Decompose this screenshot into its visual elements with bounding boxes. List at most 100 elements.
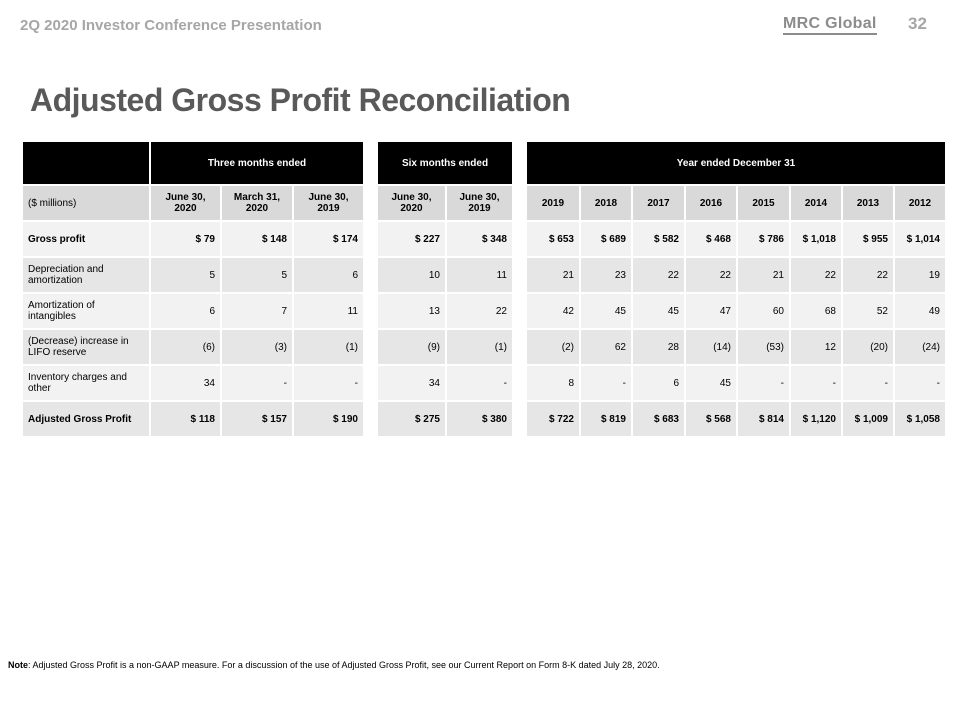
cell: $ 653 [525, 220, 581, 258]
column-header: March 31, 2020 [220, 184, 294, 222]
cell: $ 582 [631, 220, 686, 258]
cell: $ 157 [220, 400, 294, 438]
cell: - [893, 364, 947, 402]
row-label: Adjusted Gross Profit [21, 400, 151, 438]
cell: $ 568 [684, 400, 738, 438]
cell: - [220, 364, 294, 402]
cell: 6 [149, 292, 222, 330]
cell: 23 [579, 256, 633, 294]
page-number: 32 [908, 14, 927, 33]
group-header: Three months ended [149, 140, 365, 186]
cell: 21 [525, 256, 581, 294]
cell: - [445, 364, 514, 402]
cell: 8 [525, 364, 581, 402]
cell: 11 [445, 256, 514, 294]
cell: 5 [149, 256, 222, 294]
spacer [363, 364, 378, 402]
cell: $ 348 [445, 220, 514, 258]
data-row: Depreciation and amortization 5 5 6 10 11 21 23… [21, 256, 947, 294]
column-header: June 30, 2019 [292, 184, 365, 222]
cell: 22 [445, 292, 514, 330]
cell: $ 819 [579, 400, 633, 438]
spacer [363, 400, 378, 438]
note-text: : Adjusted Gross Profit is a non-GAAP me… [28, 660, 660, 670]
cell: (1) [292, 328, 365, 366]
column-header: 2015 [736, 184, 791, 222]
cell: $ 468 [684, 220, 738, 258]
cell: 34 [149, 364, 222, 402]
note-label: Note [8, 660, 28, 670]
cell: (20) [841, 328, 895, 366]
cell: (6) [149, 328, 222, 366]
cell: $ 190 [292, 400, 365, 438]
spacer [363, 184, 378, 222]
row-label: (Decrease) increase in LIFO reserve [21, 328, 151, 366]
cell: - [841, 364, 895, 402]
spacer [363, 256, 378, 294]
cell: 7 [220, 292, 294, 330]
cell: 19 [893, 256, 947, 294]
cell: 22 [841, 256, 895, 294]
cell: 22 [631, 256, 686, 294]
data-row: Adjusted Gross Profit $ 118 $ 157 $ 190 $ 27… [21, 400, 947, 438]
row-label: Gross profit [21, 220, 151, 258]
cell: (24) [893, 328, 947, 366]
column-header: 2017 [631, 184, 686, 222]
data-row: (Decrease) increase in LIFO reserve (6) (3… [21, 328, 947, 366]
cell: 5 [220, 256, 294, 294]
group-header: Year ended December 31 [525, 140, 947, 186]
cell: $ 148 [220, 220, 294, 258]
cell: - [736, 364, 791, 402]
column-header: 2019 [525, 184, 581, 222]
cell: 6 [631, 364, 686, 402]
spacer [363, 140, 378, 186]
spacer [512, 328, 527, 366]
cell: (1) [445, 328, 514, 366]
cell: 45 [579, 292, 633, 330]
cell: $ 722 [525, 400, 581, 438]
cell: (2) [525, 328, 581, 366]
cell: $ 814 [736, 400, 791, 438]
spacer [363, 328, 378, 366]
column-header: 2018 [579, 184, 633, 222]
column-header: 2013 [841, 184, 895, 222]
cell: 12 [789, 328, 843, 366]
cell: 21 [736, 256, 791, 294]
cell: $ 118 [149, 400, 222, 438]
spacer [512, 400, 527, 438]
cell: $ 1,009 [841, 400, 895, 438]
cell: $ 79 [149, 220, 222, 258]
column-header: June 30, 2020 [376, 184, 447, 222]
cell: (14) [684, 328, 738, 366]
spacer [363, 292, 378, 330]
data-row: Inventory charges and other 34- -34-8-6 45-… [21, 364, 947, 402]
cell: $ 955 [841, 220, 895, 258]
cell: (53) [736, 328, 791, 366]
cell: 49 [893, 292, 947, 330]
cell: 60 [736, 292, 791, 330]
group-header: Six months ended [376, 140, 514, 186]
cell: - [292, 364, 365, 402]
cell: 28 [631, 328, 686, 366]
cell: 62 [579, 328, 633, 366]
cell: $ 174 [292, 220, 365, 258]
cell: $ 786 [736, 220, 791, 258]
data-row: Gross profit $ 79 $ 148 $ 174 $ 227 $ 348 $ 65… [21, 220, 947, 258]
spacer [512, 184, 527, 222]
corner-blank [21, 140, 151, 186]
column-header-row: ($ millions) June 30, 2020 March 31, 2020 J… [21, 184, 947, 222]
row-label: Amortization of intangibles [21, 292, 151, 330]
cell: 52 [841, 292, 895, 330]
cell: 13 [376, 292, 447, 330]
row-label: Depreciation and amortization [21, 256, 151, 294]
cell: 6 [292, 256, 365, 294]
cell: 45 [631, 292, 686, 330]
column-header: June 30, 2019 [445, 184, 514, 222]
group-header-row: Three months ended Six months ended Year e… [21, 140, 947, 186]
cell: $ 227 [376, 220, 447, 258]
spacer [512, 292, 527, 330]
cell: $ 689 [579, 220, 633, 258]
column-header: June 30, 2020 [149, 184, 222, 222]
cell: $ 1,120 [789, 400, 843, 438]
